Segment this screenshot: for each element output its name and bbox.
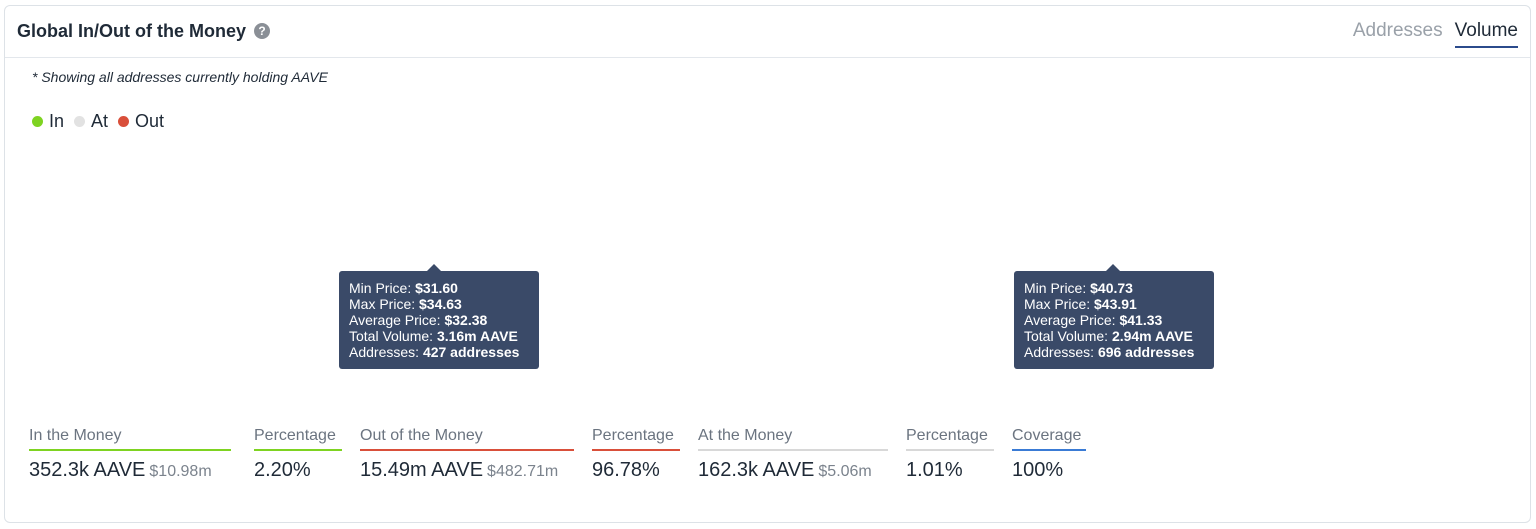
stat-value: 96.78%: [592, 459, 660, 481]
help-icon[interactable]: ?: [254, 23, 270, 39]
legend-item-out[interactable]: Out: [118, 111, 164, 132]
tooltip-row: Addresses: 696 addresses: [1024, 344, 1195, 360]
tooltip-row: Total Volume: 3.16m AAVE: [349, 328, 518, 344]
tooltip-bucket-3: Min Price: $31.60 Max Price: $34.63 Aver…: [339, 264, 539, 369]
stat-at-percentage: Percentage 1.01%: [906, 427, 994, 482]
stat-value: 2.20%: [254, 459, 311, 481]
page-title: Global In/Out of the Money: [17, 21, 246, 41]
tooltip-bucket-7: Min Price: $40.73 Max Price: $43.91 Aver…: [1014, 264, 1214, 369]
stat-value: 1.01%: [906, 459, 963, 481]
legend: In At Out: [32, 111, 164, 132]
stat-label: Coverage: [1012, 427, 1086, 451]
stat-value: 100%: [1012, 459, 1064, 481]
stat-out-of-the-money: Out of the Money 15.49m AAVE $482.71m: [360, 427, 574, 482]
legend-dot-in: [32, 116, 43, 127]
stat-in-the-money: In the Money 352.3k AAVE $10.98m: [29, 427, 231, 482]
stat-value: 162.3k AAVE: [698, 459, 815, 481]
tooltip-row: Average Price: $41.33: [1024, 312, 1163, 328]
legend-label-at: At: [91, 111, 109, 131]
legend-label-in: In: [49, 111, 65, 131]
tooltip-row: Max Price: $34.63: [349, 296, 462, 312]
stat-label: Out of the Money: [360, 427, 574, 451]
stat-value: 15.49m AAVE: [360, 459, 484, 481]
holding-note: * Showing all addresses currently holdin…: [32, 69, 328, 85]
tooltip-row: Average Price: $32.38: [349, 312, 488, 328]
card-header: Global In/Out of the Money ? Addresses V…: [5, 6, 1530, 58]
stat-label: Percentage: [592, 427, 680, 451]
view-tabs: Addresses Volume: [1353, 20, 1518, 48]
stat-sub-value: $5.06m: [818, 463, 872, 480]
stat-label: At the Money: [698, 427, 888, 451]
stat-sub-value: $10.98m: [149, 463, 212, 480]
tab-volume[interactable]: Volume: [1454, 20, 1518, 48]
stat-at-the-money: At the Money 162.3k AAVE $5.06m: [698, 427, 888, 482]
legend-dot-at: [74, 116, 86, 127]
stat-in-percentage: Percentage 2.20%: [254, 427, 342, 482]
card: Global In/Out of the Money ? Addresses V…: [4, 5, 1531, 523]
tooltip-arrow: [427, 264, 441, 271]
stat-coverage: Coverage 100%: [1012, 427, 1086, 482]
legend-dot-out: [118, 116, 130, 127]
stat-label: Percentage: [906, 427, 994, 451]
stat-label: In the Money: [29, 427, 231, 451]
tooltip-row: Min Price: $31.60: [349, 280, 458, 296]
legend-label-out: Out: [135, 111, 165, 131]
stat-sub-value: $482.71m: [487, 463, 559, 480]
stat-out-percentage: Percentage 96.78%: [592, 427, 680, 482]
tooltip-row: Addresses: 427 addresses: [349, 344, 520, 360]
tooltip-row: Total Volume: 2.94m AAVE: [1024, 328, 1193, 344]
tooltip-row: Min Price: $40.73: [1024, 280, 1133, 296]
tooltip-row: Max Price: $43.91: [1024, 296, 1137, 312]
stat-value: 352.3k AAVE: [29, 459, 146, 481]
tooltip-arrow: [1106, 264, 1120, 271]
stat-label: Percentage: [254, 427, 342, 451]
tab-addresses[interactable]: Addresses: [1352, 20, 1443, 41]
legend-item-at[interactable]: At: [74, 111, 108, 132]
legend-item-in[interactable]: In: [32, 111, 64, 132]
